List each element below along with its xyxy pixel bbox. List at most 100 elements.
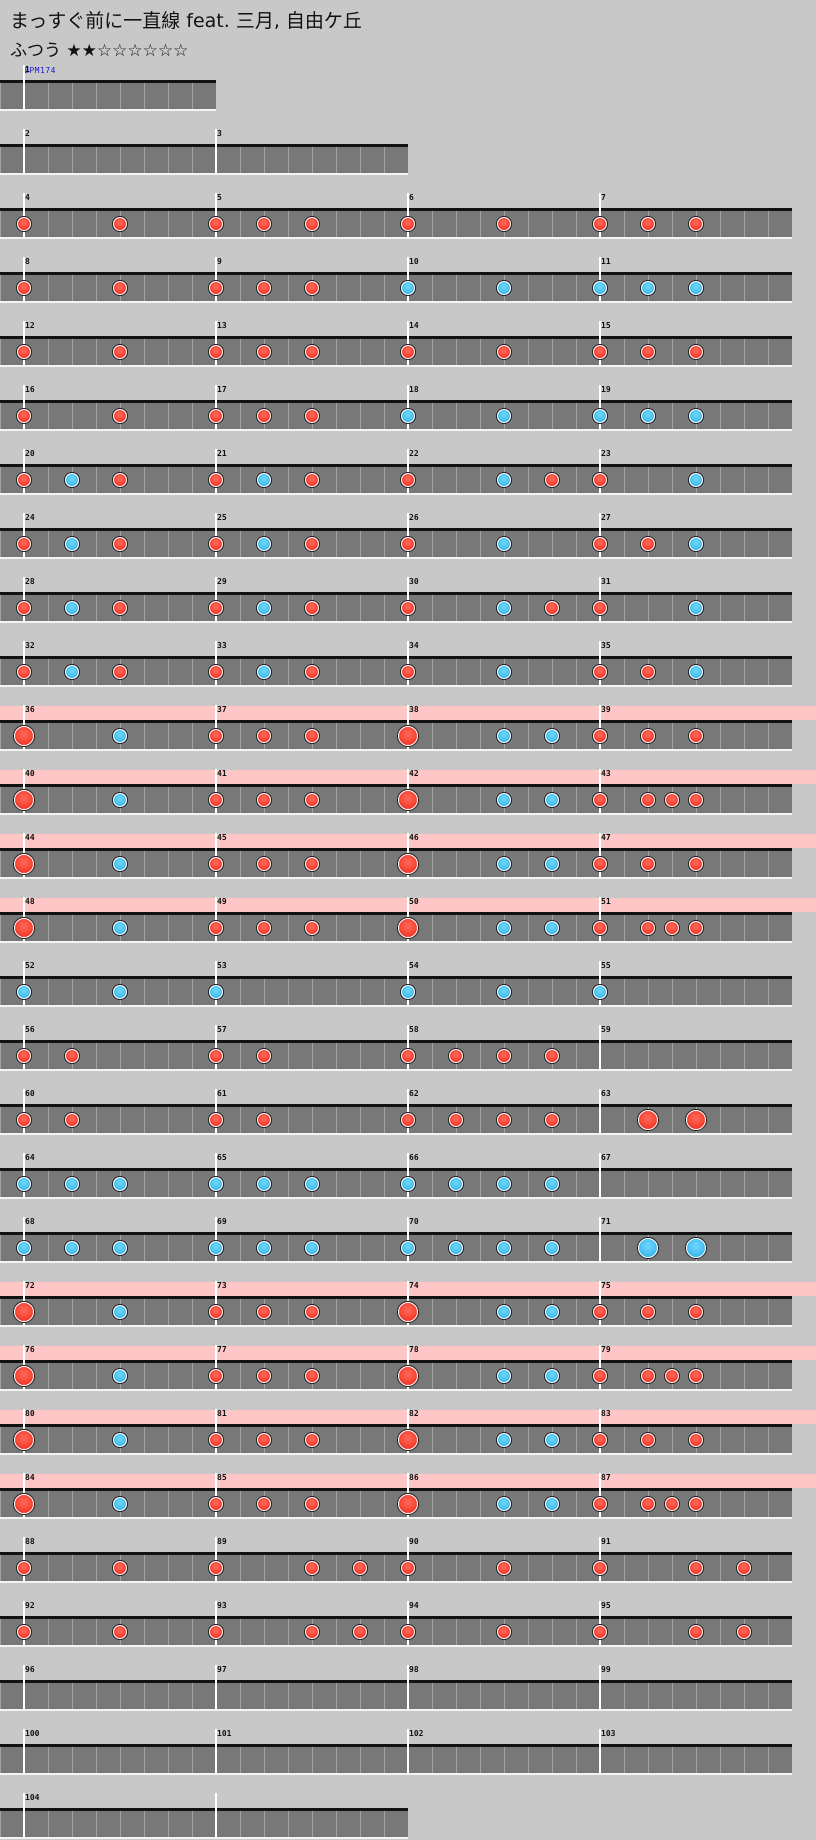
don-note <box>16 1112 32 1128</box>
beat-gridline <box>336 1747 337 1773</box>
beat-gridline <box>264 979 265 1005</box>
beat-gridline <box>96 1619 97 1645</box>
big-don-note <box>13 725 35 747</box>
don-note <box>544 1048 560 1064</box>
don-note <box>16 216 32 232</box>
don-note <box>592 216 608 232</box>
beat-gridline <box>456 723 457 749</box>
beat-gridline <box>168 979 169 1005</box>
chart-row: 88 89 90 91 <box>0 1537 792 1583</box>
don-note <box>112 280 128 296</box>
beat-gridline <box>576 851 577 877</box>
measure-number: 55 <box>601 961 611 970</box>
beat-gridline <box>528 1107 529 1133</box>
beat-gridline <box>528 1043 529 1069</box>
don-note <box>208 1304 224 1320</box>
beat-gridline <box>744 1043 745 1069</box>
beat-gridline <box>456 659 457 685</box>
beat-gridline <box>360 1235 361 1261</box>
beat-gridline <box>144 1299 145 1325</box>
note-lane <box>0 1107 792 1133</box>
measure-number: 90 <box>409 1537 419 1546</box>
big-don-note <box>397 1365 419 1387</box>
ka-note <box>256 600 272 616</box>
ka-note <box>16 1176 32 1192</box>
big-don-note <box>397 1429 419 1451</box>
measure-number: 89 <box>217 1537 227 1546</box>
beat-gridline <box>720 723 721 749</box>
measure-number: 13 <box>217 321 227 330</box>
beat-gridline <box>336 787 337 813</box>
beat-gridline <box>576 1043 577 1069</box>
beat-gridline <box>144 1235 145 1261</box>
beat-gridline <box>192 659 193 685</box>
row-bottom-line <box>0 237 792 239</box>
measure-number: 24 <box>25 513 35 522</box>
don-note <box>256 856 272 872</box>
beat-gridline <box>744 1235 745 1261</box>
ka-note <box>496 792 512 808</box>
beat-gridline <box>192 787 193 813</box>
beat-gridline <box>288 1555 289 1581</box>
measure-number: 92 <box>25 1601 35 1610</box>
beat-gridline <box>336 403 337 429</box>
beat-gridline <box>240 1491 241 1517</box>
ka-note <box>256 1176 272 1192</box>
beat-gridline <box>72 1811 73 1837</box>
beat-gridline <box>72 83 73 109</box>
measure-number: 91 <box>601 1537 611 1546</box>
don-note <box>208 728 224 744</box>
note-lane <box>0 467 792 493</box>
beat-gridline <box>768 1235 769 1261</box>
beat-gridline <box>192 1235 193 1261</box>
ka-note <box>448 1176 464 1192</box>
beat-gridline <box>768 1619 769 1645</box>
beat-gridline <box>528 1171 529 1197</box>
beat-gridline <box>576 723 577 749</box>
beat-gridline <box>720 851 721 877</box>
beat-gridline <box>96 1555 97 1581</box>
beat-gridline <box>480 403 481 429</box>
beat-gridline <box>288 339 289 365</box>
beat-gridline <box>96 851 97 877</box>
beat-gridline <box>144 147 145 173</box>
row-top-line <box>0 208 792 211</box>
beat-gridline <box>456 339 457 365</box>
beat-gridline <box>96 1683 97 1709</box>
big-don-note <box>397 917 419 939</box>
beat-gridline <box>168 1107 169 1133</box>
beat-gridline <box>576 979 577 1005</box>
ka-note <box>400 408 416 424</box>
beat-gridline <box>72 915 73 941</box>
beat-gridline <box>96 659 97 685</box>
chart-row: 92 93 94 95 <box>0 1601 792 1647</box>
beat-gridline <box>360 339 361 365</box>
don-note <box>16 472 32 488</box>
beat-gridline <box>168 1555 169 1581</box>
row-bottom-line <box>0 941 792 943</box>
beat-gridline <box>480 1683 481 1709</box>
beat-gridline <box>624 1747 625 1773</box>
beat-gridline <box>192 1299 193 1325</box>
don-note <box>400 1048 416 1064</box>
measure-number: 36 <box>25 705 35 714</box>
beat-gridline <box>0 339 1 365</box>
row-top-line <box>0 1360 792 1363</box>
measure-number: 64 <box>25 1153 35 1162</box>
don-note <box>592 1432 608 1448</box>
beat-gridline <box>168 1235 169 1261</box>
beat-gridline <box>360 1747 361 1773</box>
big-don-note <box>13 1301 35 1323</box>
ka-note <box>496 280 512 296</box>
don-note <box>256 1368 272 1384</box>
measure-line <box>215 1793 217 1839</box>
beat-gridline <box>360 723 361 749</box>
beat-gridline <box>744 531 745 557</box>
beat-gridline <box>288 467 289 493</box>
difficulty-rating: ふつう ★★☆☆☆☆☆☆ <box>10 41 189 61</box>
beat-gridline <box>456 467 457 493</box>
don-note <box>304 1304 320 1320</box>
measure-line <box>599 1665 601 1711</box>
beat-gridline <box>0 531 1 557</box>
